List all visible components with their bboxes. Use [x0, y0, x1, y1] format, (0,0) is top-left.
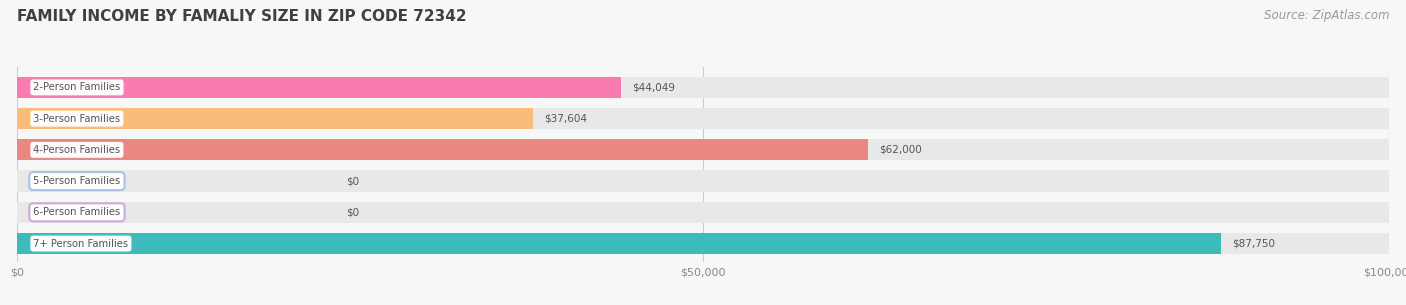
Text: $62,000: $62,000 [879, 145, 921, 155]
Text: Source: ZipAtlas.com: Source: ZipAtlas.com [1264, 9, 1389, 22]
Text: $37,604: $37,604 [544, 114, 586, 124]
Text: $44,049: $44,049 [633, 82, 675, 92]
Text: $87,750: $87,750 [1232, 239, 1275, 249]
Bar [17, 108, 1389, 129]
Bar [17, 77, 621, 98]
Bar [17, 233, 1220, 254]
Bar [17, 233, 1389, 254]
Bar [17, 139, 868, 160]
Text: $0: $0 [346, 207, 360, 217]
Text: 4-Person Families: 4-Person Families [34, 145, 121, 155]
Text: FAMILY INCOME BY FAMALIY SIZE IN ZIP CODE 72342: FAMILY INCOME BY FAMALIY SIZE IN ZIP COD… [17, 9, 467, 24]
Bar [17, 202, 1389, 223]
Bar [17, 77, 1389, 98]
Bar [17, 139, 1389, 160]
Text: 2-Person Families: 2-Person Families [34, 82, 121, 92]
Bar [17, 108, 533, 129]
Text: 3-Person Families: 3-Person Families [34, 114, 121, 124]
Bar [17, 170, 1389, 192]
Text: $0: $0 [346, 176, 360, 186]
Text: 5-Person Families: 5-Person Families [34, 176, 121, 186]
Text: 7+ Person Families: 7+ Person Families [34, 239, 128, 249]
Text: 6-Person Families: 6-Person Families [34, 207, 121, 217]
